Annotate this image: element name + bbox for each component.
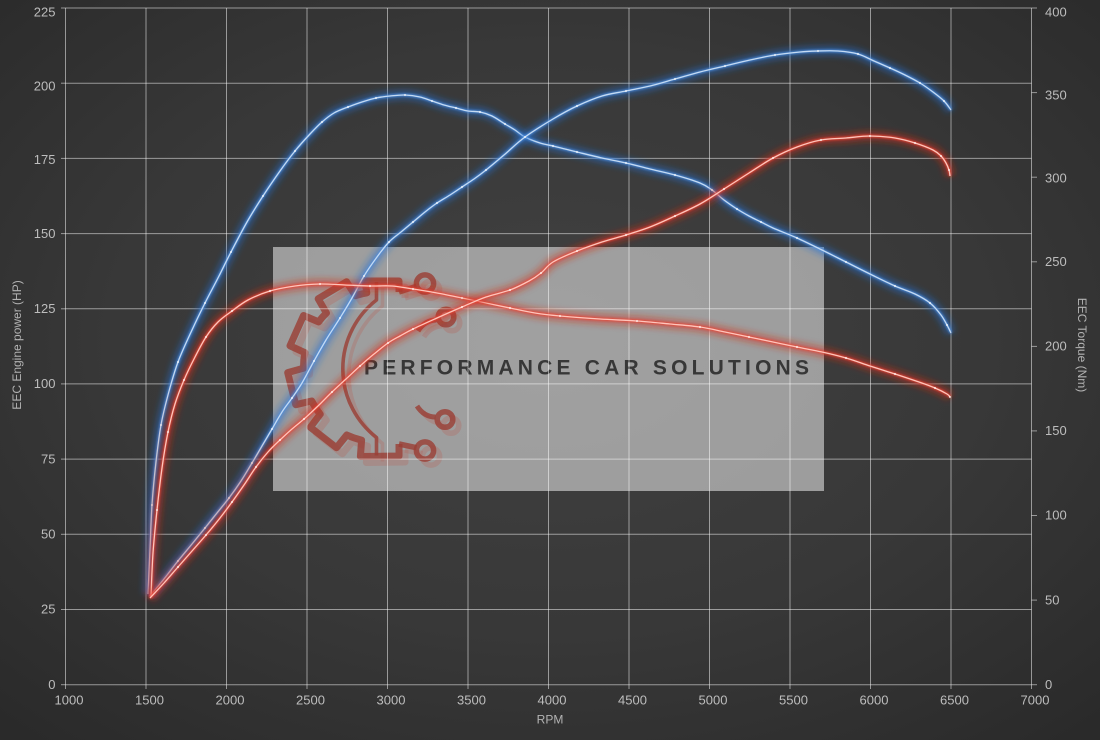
svg-text:3000: 3000 [377, 693, 406, 708]
svg-text:250: 250 [1045, 254, 1067, 269]
svg-text:EEC Engine power (HP): EEC Engine power (HP) [10, 280, 24, 409]
svg-text:3500: 3500 [457, 693, 486, 708]
svg-text:150: 150 [1045, 423, 1067, 438]
svg-text:EEC Torque (Nm): EEC Torque (Nm) [1075, 298, 1089, 392]
svg-text:200: 200 [1045, 339, 1067, 354]
svg-text:7000: 7000 [1021, 693, 1050, 708]
svg-text:2000: 2000 [216, 693, 245, 708]
svg-text:1500: 1500 [135, 693, 164, 708]
svg-text:150: 150 [34, 226, 56, 241]
svg-text:25: 25 [41, 602, 55, 617]
svg-text:6000: 6000 [860, 693, 889, 708]
svg-text:100: 100 [1045, 508, 1067, 523]
svg-text:175: 175 [34, 152, 56, 167]
svg-text:225: 225 [34, 5, 56, 20]
svg-text:50: 50 [1045, 592, 1059, 607]
svg-text:300: 300 [1045, 171, 1067, 186]
svg-text:350: 350 [1045, 88, 1067, 103]
svg-text:5500: 5500 [779, 693, 808, 708]
svg-text:200: 200 [34, 78, 56, 93]
svg-text:6500: 6500 [940, 693, 969, 708]
svg-text:4000: 4000 [538, 693, 567, 708]
svg-text:100: 100 [34, 376, 56, 391]
svg-text:125: 125 [34, 301, 56, 316]
svg-text:0: 0 [1045, 677, 1052, 692]
svg-text:1000: 1000 [55, 693, 84, 708]
svg-text:75: 75 [41, 451, 55, 466]
svg-text:400: 400 [1045, 5, 1067, 20]
svg-text:2500: 2500 [296, 693, 325, 708]
svg-text:4500: 4500 [618, 693, 647, 708]
svg-text:0: 0 [48, 677, 55, 692]
svg-text:50: 50 [41, 527, 55, 542]
svg-text:PERFORMANCE CAR SOLUTIONS: PERFORMANCE CAR SOLUTIONS [364, 357, 813, 380]
svg-text:RPM: RPM [537, 713, 564, 727]
svg-text:5000: 5000 [699, 693, 728, 708]
